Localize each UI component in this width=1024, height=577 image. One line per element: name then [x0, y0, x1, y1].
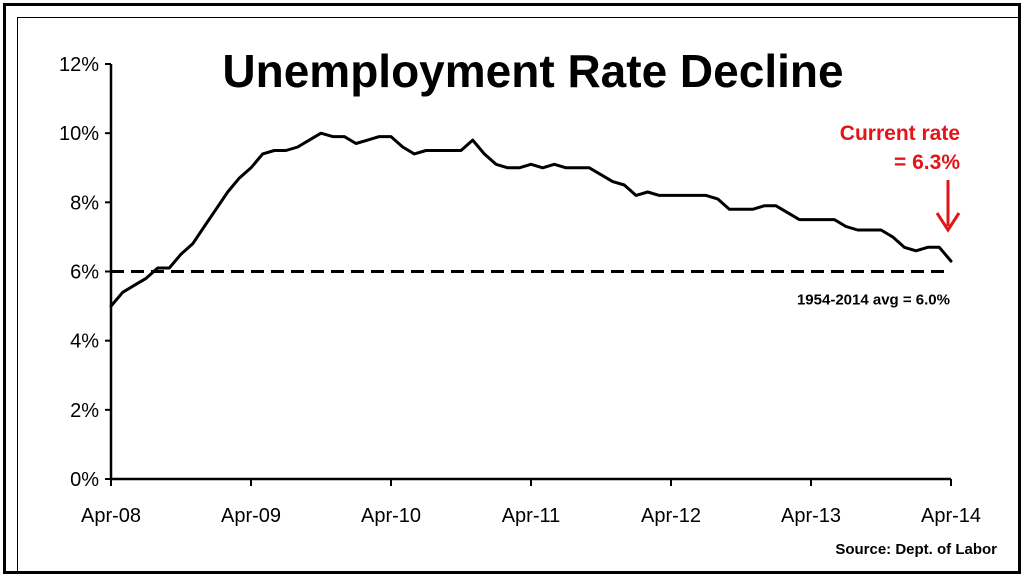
reference-line-group: 1954-2014 avg = 6.0% [111, 270, 951, 309]
y-tick-label: 8% [70, 192, 99, 214]
y-tick-label: 10% [59, 123, 99, 145]
y-axis: 0% 2% 4% 6% 8% 10% 12% [59, 54, 113, 491]
x-tick-label: Apr-11 [502, 505, 561, 527]
x-tick-label: Apr-10 [361, 505, 421, 527]
y-tick-label: 12% [59, 54, 99, 76]
y-tick-label: 6% [70, 262, 99, 284]
series-group [109, 131, 953, 308]
unemployment-series-line [109, 131, 953, 308]
x-tick-label: Apr-08 [81, 505, 141, 527]
x-axis: Apr-08 Apr-09 Apr-10 Apr-11 Apr-12 Apr-13 Apr-… [81, 477, 981, 527]
annotation-group: Current rate = 6.3% [840, 122, 961, 233]
annotation-label-line1: Current rate [840, 122, 960, 145]
x-tick-label: Apr-13 [781, 505, 841, 527]
chart-inner-border [17, 17, 1019, 572]
x-tick-label: Apr-12 [641, 505, 701, 527]
y-tick-label: 2% [70, 400, 99, 422]
average-reference-label: 1954-2014 avg = 6.0% [797, 292, 950, 309]
annotation-label-line2: = 6.3% [894, 151, 960, 174]
annotation-arrowhead [935, 212, 961, 233]
x-tick-label: Apr-14 [921, 505, 981, 527]
x-tick-label: Apr-09 [221, 505, 281, 527]
y-tick-label: 4% [70, 331, 99, 353]
source-note: Source: Dept. of Labor [835, 541, 997, 558]
chart-title: Unemployment Rate Decline [222, 45, 843, 97]
y-tick-label: 0% [70, 469, 99, 491]
